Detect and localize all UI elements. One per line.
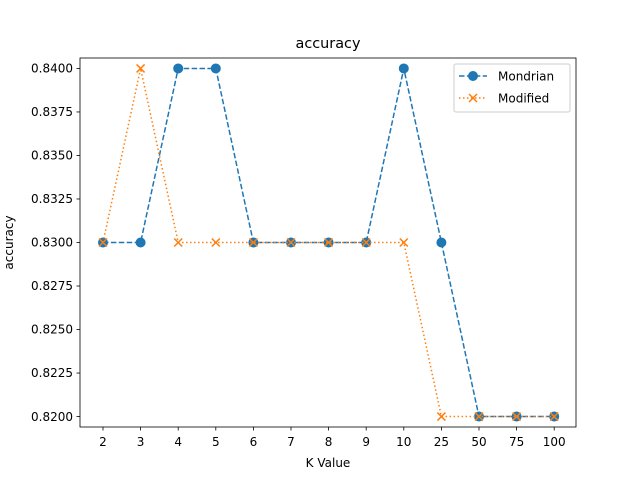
legend-entry-modified: Modified	[459, 91, 549, 105]
legend-label-mondrian: Mondrian	[498, 69, 554, 83]
data-point-modified	[512, 412, 522, 422]
legend-marker-mondrian	[468, 71, 478, 81]
data-point-modified	[474, 412, 484, 422]
y-tick-label: 0.8200	[31, 410, 73, 424]
series-layer	[98, 63, 560, 422]
y-tick-label: 0.8275	[31, 279, 73, 293]
data-point-modified	[361, 237, 371, 248]
y-tick-label: 0.8350	[31, 149, 73, 163]
x-tick-label: 3	[137, 435, 145, 449]
y-tick-label: 0.8225	[31, 366, 73, 380]
x-tick-label: 5	[212, 435, 220, 449]
legend: Mondrian Modified	[453, 63, 571, 113]
data-point-mondrian	[398, 63, 409, 74]
data-point-modified	[324, 237, 334, 248]
x-tick-label: 10	[396, 435, 411, 449]
x-tick-label: 2	[99, 435, 107, 449]
data-point-modified	[436, 412, 446, 422]
legend-marker-modified	[468, 93, 478, 103]
data-point-mondrian	[135, 237, 146, 248]
data-point-mondrian	[436, 237, 447, 248]
x-tick-label: 8	[325, 435, 333, 449]
y-tick-label: 0.8250	[31, 323, 73, 337]
data-point-mondrian	[173, 63, 184, 74]
data-point-modified	[549, 412, 559, 422]
data-point-modified	[136, 63, 146, 73]
chart-title: accuracy	[296, 36, 361, 52]
legend-entry-mondrian: Mondrian	[459, 69, 554, 83]
plot-frame	[79, 57, 577, 428]
x-tick-label: 7	[287, 435, 295, 449]
y-tick-label: 0.8400	[31, 62, 73, 76]
x-tick-label: 50	[471, 435, 486, 449]
data-point-modified	[98, 237, 108, 248]
data-point-modified	[248, 237, 258, 248]
x-tick-label: 4	[174, 435, 182, 449]
x-tick-label: 100	[543, 435, 566, 449]
series-modified	[98, 63, 559, 422]
data-point-modified	[211, 237, 221, 248]
y-axis-ticks: 0.8200 0.8225 0.8250 0.8275 0.8300 0.8325 0.83…	[31, 62, 80, 424]
y-tick-label: 0.8300	[31, 236, 73, 250]
x-tick-label: 25	[434, 435, 449, 449]
x-tick-label: 75	[509, 435, 524, 449]
y-tick-label: 0.8325	[31, 192, 73, 206]
x-tick-label: 6	[250, 435, 258, 449]
x-tick-label: 9	[362, 435, 370, 449]
data-point-modified	[399, 237, 409, 248]
legend-label-modified: Modified	[498, 91, 549, 105]
data-point-mondrian	[210, 63, 221, 74]
data-point-modified	[173, 237, 183, 248]
y-tick-label: 0.8375	[31, 105, 73, 119]
x-axis-ticks: 2 3 4 5 6 7 8 9 10 25 50 75 100	[99, 427, 566, 449]
x-axis-title: K Value	[306, 456, 351, 470]
data-point-modified	[286, 237, 296, 248]
y-axis-title: accuracy	[2, 215, 16, 269]
